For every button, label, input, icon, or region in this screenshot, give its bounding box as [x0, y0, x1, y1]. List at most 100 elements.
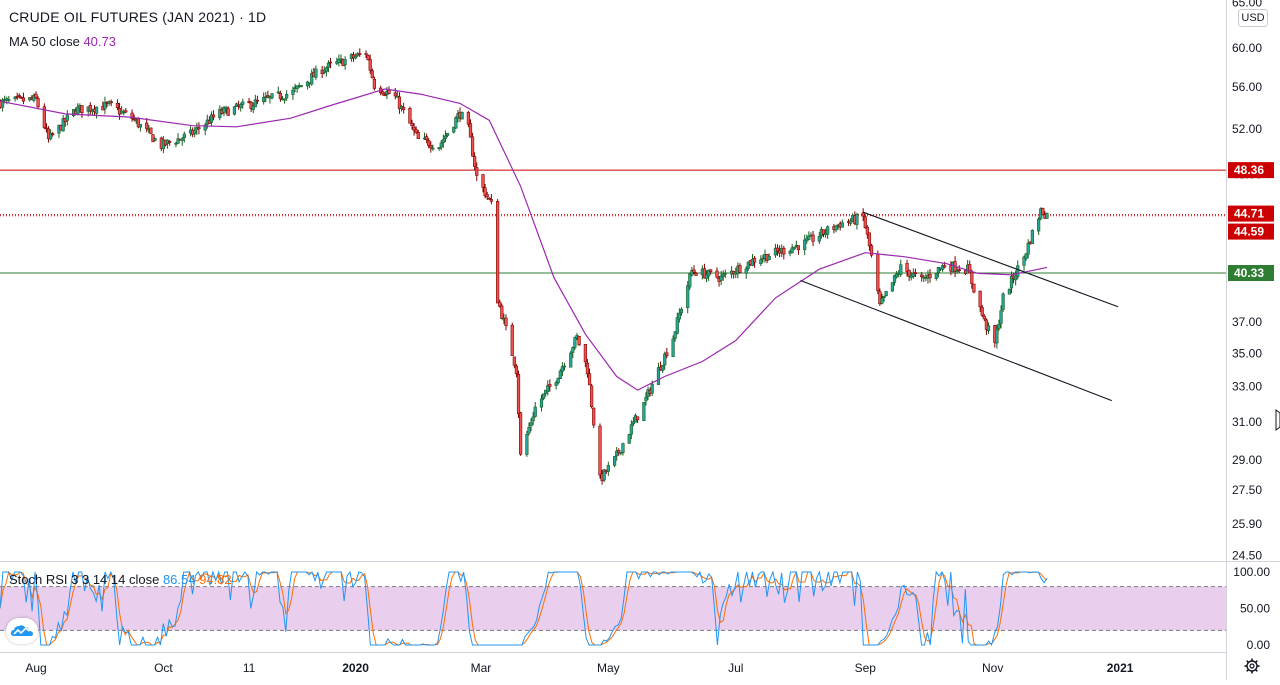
trendline-lower[interactable]	[800, 279, 1112, 402]
candle[interactable]	[149, 127, 153, 134]
candle[interactable]	[911, 273, 915, 277]
candle[interactable]	[631, 421, 636, 425]
candle[interactable]	[122, 111, 126, 114]
candle[interactable]	[805, 238, 809, 242]
candle[interactable]	[531, 416, 535, 422]
candle[interactable]	[326, 62, 331, 68]
candle[interactable]	[773, 247, 778, 256]
candle[interactable]	[310, 73, 314, 85]
candle[interactable]	[270, 93, 274, 99]
candle[interactable]	[211, 114, 216, 118]
candle[interactable]	[203, 124, 207, 131]
candle[interactable]	[439, 142, 443, 148]
candle[interactable]	[510, 324, 514, 356]
candle[interactable]	[1045, 213, 1049, 219]
candle[interactable]	[138, 124, 143, 128]
candle[interactable]	[182, 133, 186, 138]
candle[interactable]	[276, 91, 280, 94]
gear-icon[interactable]	[1243, 657, 1261, 675]
candle[interactable]	[807, 235, 811, 240]
candle[interactable]	[803, 239, 807, 250]
candle[interactable]	[278, 93, 282, 100]
candle[interactable]	[986, 325, 991, 331]
candle[interactable]	[792, 246, 796, 250]
candle[interactable]	[615, 450, 619, 457]
candle[interactable]	[481, 174, 485, 188]
candle[interactable]	[707, 269, 711, 277]
candle[interactable]	[253, 99, 257, 108]
candle[interactable]	[249, 102, 253, 109]
candle[interactable]	[571, 347, 575, 353]
candle[interactable]	[840, 222, 844, 228]
candle[interactable]	[1007, 288, 1012, 295]
candle[interactable]	[61, 118, 65, 132]
candle[interactable]	[282, 98, 287, 101]
candle[interactable]	[673, 331, 677, 339]
candle[interactable]	[343, 59, 347, 66]
candle[interactable]	[627, 434, 631, 444]
candle[interactable]	[262, 97, 266, 103]
candle[interactable]	[759, 259, 763, 264]
candle[interactable]	[533, 406, 537, 417]
candle[interactable]	[145, 122, 149, 129]
candle[interactable]	[876, 253, 880, 292]
candle[interactable]	[414, 129, 418, 133]
candle[interactable]	[475, 167, 479, 176]
candle[interactable]	[49, 132, 53, 140]
candle[interactable]	[688, 273, 692, 288]
tradingview-cloud-icon[interactable]	[6, 618, 38, 644]
candle[interactable]	[44, 127, 49, 130]
currency-badge[interactable]: USD	[1238, 9, 1268, 27]
candle[interactable]	[247, 100, 251, 103]
candle[interactable]	[884, 291, 888, 296]
candle[interactable]	[592, 407, 596, 426]
candle[interactable]	[661, 364, 665, 371]
candle[interactable]	[483, 187, 487, 197]
candle[interactable]	[124, 110, 128, 113]
candle[interactable]	[193, 130, 197, 135]
candle[interactable]	[364, 53, 368, 55]
candle[interactable]	[598, 425, 602, 476]
candle[interactable]	[239, 104, 243, 108]
candle[interactable]	[452, 126, 456, 133]
candle[interactable]	[381, 91, 385, 95]
candle[interactable]	[890, 282, 895, 292]
candle[interactable]	[650, 383, 654, 394]
candle[interactable]	[920, 274, 924, 278]
candle[interactable]	[585, 362, 590, 375]
candle[interactable]	[997, 323, 1001, 329]
candle[interactable]	[548, 384, 552, 387]
candle[interactable]	[617, 450, 621, 453]
candle[interactable]	[51, 133, 55, 136]
candle[interactable]	[168, 140, 172, 143]
candle[interactable]	[514, 365, 519, 374]
candle[interactable]	[180, 138, 184, 141]
candle[interactable]	[613, 456, 617, 466]
candle[interactable]	[255, 99, 260, 102]
candle[interactable]	[460, 112, 464, 120]
candle[interactable]	[905, 263, 909, 272]
price-label-box[interactable]	[1228, 223, 1274, 240]
candle[interactable]	[525, 434, 529, 455]
candle[interactable]	[7, 99, 11, 101]
price-label-box[interactable]	[1228, 265, 1274, 282]
candle[interactable]	[427, 140, 431, 147]
candle[interactable]	[928, 274, 932, 279]
candle[interactable]	[704, 274, 709, 279]
candle[interactable]	[587, 373, 592, 386]
candle[interactable]	[500, 305, 504, 319]
candle[interactable]	[721, 273, 725, 277]
candle[interactable]	[431, 147, 435, 150]
candle[interactable]	[339, 58, 343, 61]
candle[interactable]	[665, 352, 669, 356]
candle[interactable]	[412, 126, 416, 131]
candle[interactable]	[560, 366, 564, 372]
candle[interactable]	[1030, 229, 1034, 245]
candle[interactable]	[869, 245, 874, 256]
candle[interactable]	[972, 283, 976, 293]
candle[interactable]	[370, 70, 374, 79]
candle[interactable]	[984, 319, 989, 330]
candle[interactable]	[656, 367, 661, 385]
candle[interactable]	[0, 99, 5, 108]
